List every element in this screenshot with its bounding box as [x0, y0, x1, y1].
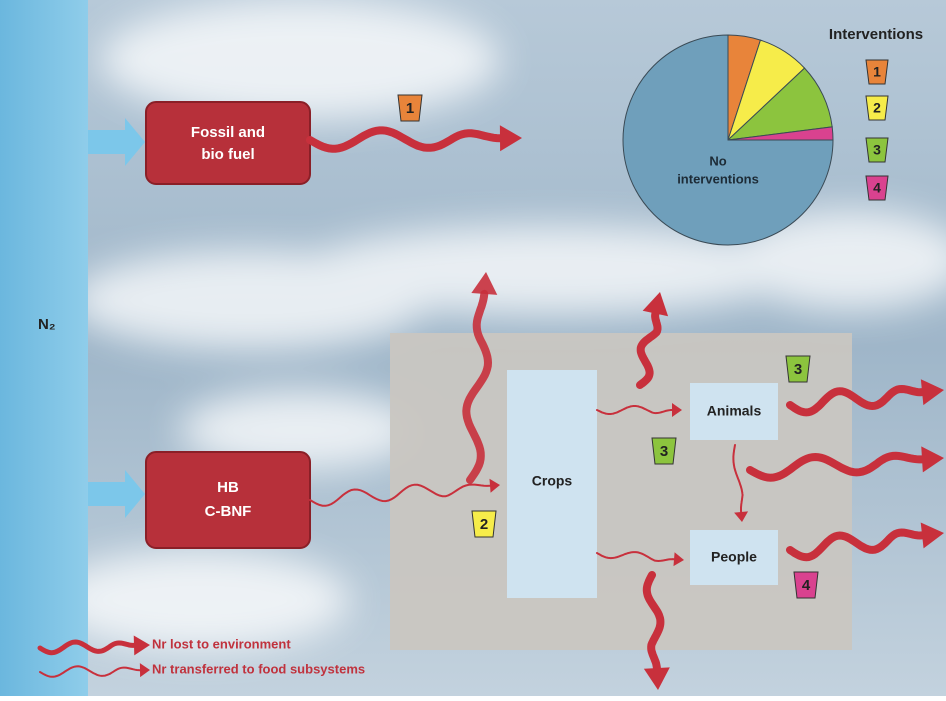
badge-label: 1: [406, 100, 414, 117]
badge-label: 3: [660, 443, 668, 460]
n2-label: N₂: [38, 316, 56, 333]
node-label: Crops: [532, 473, 573, 489]
badge-label: 2: [480, 516, 488, 533]
node-label: Fossil and: [191, 124, 265, 141]
fossil-box: [146, 102, 310, 184]
node-label: HB: [217, 479, 239, 496]
n2-strip: [0, 0, 88, 696]
pie-title: Interventions: [829, 26, 923, 43]
hb-box: [146, 452, 310, 548]
legend-label: Nr lost to environment: [152, 636, 291, 651]
diagram: N₂ Fossil and bio fuel HB C-BNF Crops An…: [0, 0, 946, 696]
node-label: Animals: [707, 403, 762, 419]
pie-center-label: No: [709, 153, 726, 168]
legend-label: Nr transferred to food subsystems: [152, 661, 365, 676]
node-label: People: [711, 549, 757, 565]
legend-badge-label: 1: [873, 64, 881, 80]
food-system-box: [390, 333, 852, 650]
legend-badge-label: 3: [873, 142, 881, 158]
badge-label: 3: [794, 361, 802, 378]
pie-center-label: interventions: [677, 171, 759, 186]
node-label: bio fuel: [201, 146, 254, 163]
badge-label: 4: [802, 577, 811, 594]
legend-badge-label: 4: [873, 180, 881, 196]
legend-badge-label: 2: [873, 100, 881, 116]
node-label: C-BNF: [205, 503, 252, 520]
